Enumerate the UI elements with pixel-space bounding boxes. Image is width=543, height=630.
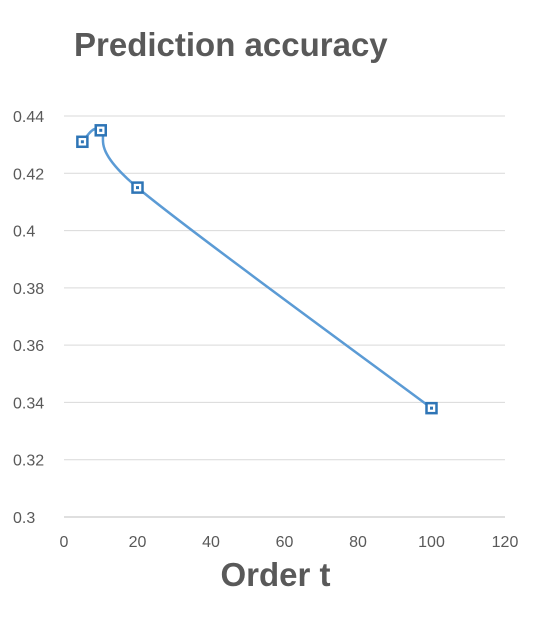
y-tick-label: 0.42 <box>13 166 44 183</box>
y-tick-label: 0.38 <box>13 281 44 298</box>
y-tick-label: 0.36 <box>13 338 44 355</box>
x-tick-label: 0 <box>60 534 69 551</box>
data-point-center <box>430 406 433 410</box>
series-line <box>81 127 433 410</box>
x-tick-label: 120 <box>492 534 519 551</box>
x-tick-label: 60 <box>276 534 294 551</box>
y-tick-label: 0.3 <box>13 510 35 527</box>
x-tick-label: 80 <box>349 534 367 551</box>
chart-title: Prediction accuracy <box>74 26 388 63</box>
y-tick-label: 0.44 <box>13 109 44 126</box>
data-point-center <box>99 128 103 132</box>
data-point-center <box>136 186 139 190</box>
grid-lines <box>64 115 505 518</box>
y-tick-label: 0.32 <box>13 453 44 470</box>
series-group <box>76 124 438 415</box>
x-tick-label: 40 <box>202 534 220 551</box>
y-tick-label: 0.34 <box>13 395 44 412</box>
y-tick-label: 0.4 <box>13 224 35 241</box>
x-tick-label: 100 <box>418 534 445 551</box>
x-tick-labels: 0 20 40 60 80 100 120 <box>60 534 519 551</box>
y-tick-labels: 0.3 0.32 0.34 0.36 0.38 0.4 0.42 0.44 <box>13 109 44 527</box>
x-tick-label: 20 <box>129 534 147 551</box>
x-axis-label: Order t <box>220 556 331 593</box>
data-point-center <box>80 140 84 144</box>
